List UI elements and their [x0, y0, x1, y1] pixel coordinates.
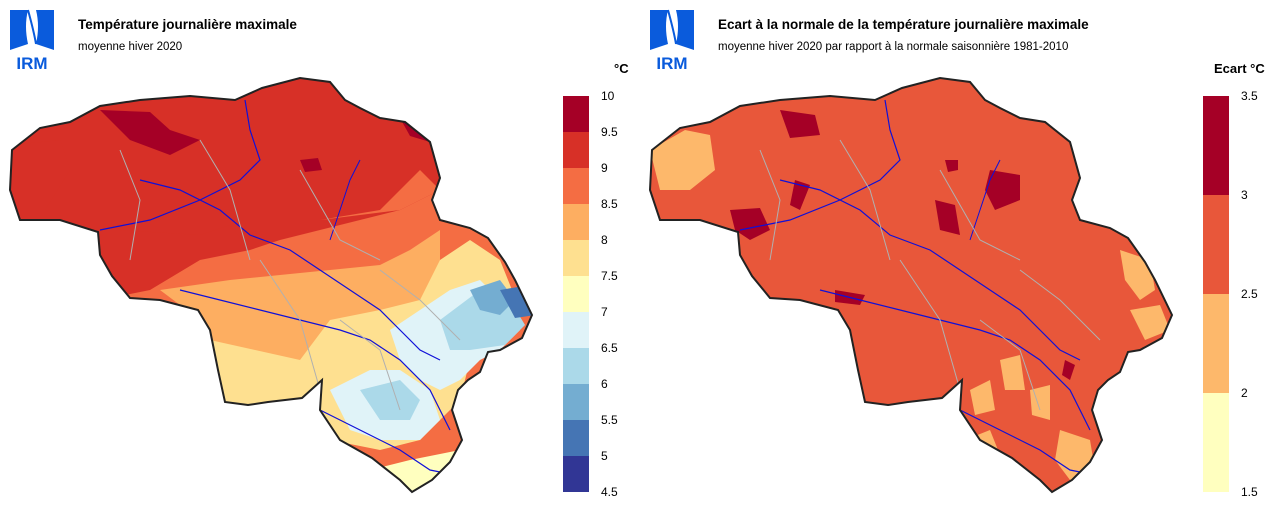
legend-color-bar	[563, 96, 589, 492]
legend-tick: 9.5	[601, 125, 618, 139]
legend-swatch-5	[563, 240, 589, 276]
legend-tick: 10	[601, 89, 615, 103]
svg-text:IRM: IRM	[656, 54, 687, 72]
legend-tick: 3.5	[1241, 89, 1258, 103]
map-title: Ecart à la normale de la température jou…	[718, 17, 1089, 32]
legend-swatch-2	[563, 132, 589, 168]
legend-tick: 5.5	[601, 413, 618, 427]
irm-logo: IRM	[10, 9, 54, 72]
legend-tick: 8	[601, 233, 608, 247]
legend-swatch-1	[563, 96, 589, 132]
legend-tick: 1.5	[1241, 485, 1258, 499]
map-subtitle: moyenne hiver 2020	[78, 41, 183, 53]
legend-swatch-10	[563, 420, 589, 456]
legend-tick: 2.5	[1241, 287, 1258, 301]
legend-tick: 6.5	[601, 341, 618, 355]
legend-tick: 3	[1241, 188, 1248, 202]
legend-color-bar	[1203, 96, 1229, 492]
temperature-legend: 10 9.5 9 8.5 8 7.5 7 6.5 6 5.5 5 4.5	[563, 89, 640, 501]
legend-tick: 8.5	[601, 197, 618, 211]
left-map-panel: IRM Température journalière maximale moy…	[9, 9, 640, 501]
legend-tick: 5	[601, 449, 608, 463]
legend-swatch-9	[563, 384, 589, 420]
map-subtitle: moyenne hiver 2020 par rapport à la norm…	[718, 41, 1069, 53]
legend-tick: 6	[601, 377, 608, 391]
legend-tick: 4.5	[601, 485, 618, 499]
temperature-map	[9, 77, 533, 493]
legend-tick: 9	[601, 161, 608, 175]
legend-swatch-3	[563, 168, 589, 204]
legend-tick: 2	[1241, 386, 1248, 400]
legend-swatch-4	[1203, 393, 1229, 492]
legend-swatch-4	[563, 204, 589, 240]
legend-tick: 7	[601, 305, 608, 319]
map-title: Température journalière maximale	[78, 17, 297, 32]
legend-swatch-8	[563, 348, 589, 384]
legend-swatch-11	[563, 456, 589, 492]
legend-swatch-1	[1203, 96, 1229, 195]
legend-swatch-6	[563, 276, 589, 312]
anomaly-legend: 3.5 3 2.5 2 1.5	[1203, 89, 1280, 501]
anomaly-map	[649, 77, 1173, 493]
legend-swatch-7	[563, 312, 589, 348]
legend-unit: °C	[614, 61, 629, 76]
legend-swatch-2	[1203, 195, 1229, 294]
irm-logo: IRM	[650, 9, 694, 72]
legend-tick: 7.5	[601, 269, 618, 283]
legend-unit: Ecart °C	[1214, 61, 1265, 76]
right-map-panel: IRM Ecart à la normale de la température…	[640, 0, 1280, 507]
legend-swatch-3	[1203, 294, 1229, 393]
svg-text:IRM: IRM	[16, 54, 47, 72]
